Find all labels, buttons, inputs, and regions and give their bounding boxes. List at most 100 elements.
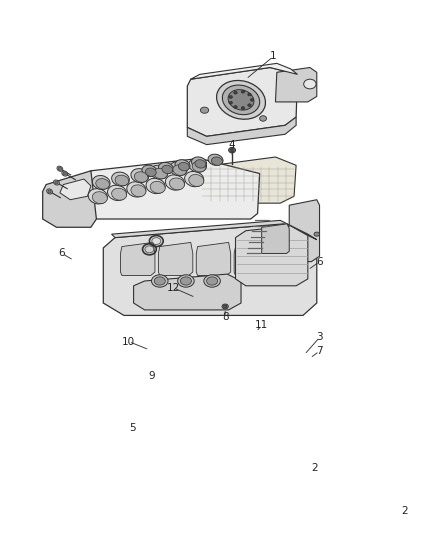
- Ellipse shape: [63, 172, 67, 175]
- Ellipse shape: [131, 185, 146, 197]
- Polygon shape: [60, 179, 91, 200]
- Ellipse shape: [154, 277, 165, 285]
- Ellipse shape: [189, 158, 206, 172]
- Polygon shape: [261, 224, 289, 253]
- Ellipse shape: [260, 116, 266, 121]
- Ellipse shape: [195, 160, 206, 168]
- Ellipse shape: [112, 172, 129, 186]
- Ellipse shape: [314, 232, 320, 236]
- Ellipse shape: [88, 189, 107, 204]
- Polygon shape: [234, 243, 268, 276]
- Ellipse shape: [230, 148, 234, 152]
- Ellipse shape: [142, 165, 157, 176]
- Ellipse shape: [229, 148, 236, 153]
- Ellipse shape: [150, 165, 168, 179]
- Text: 2: 2: [311, 463, 318, 473]
- Ellipse shape: [223, 305, 227, 308]
- Ellipse shape: [212, 157, 223, 165]
- Ellipse shape: [207, 277, 218, 285]
- Polygon shape: [88, 158, 260, 219]
- Ellipse shape: [222, 304, 228, 309]
- Ellipse shape: [228, 90, 254, 110]
- Ellipse shape: [192, 161, 206, 172]
- Ellipse shape: [145, 168, 156, 176]
- Text: 8: 8: [222, 312, 229, 322]
- Ellipse shape: [234, 106, 237, 108]
- Text: 9: 9: [148, 371, 155, 381]
- Polygon shape: [236, 226, 308, 286]
- Ellipse shape: [241, 107, 245, 109]
- Ellipse shape: [134, 172, 148, 182]
- Ellipse shape: [175, 160, 190, 171]
- Ellipse shape: [208, 154, 223, 165]
- Ellipse shape: [107, 185, 127, 200]
- Text: 11: 11: [255, 320, 268, 330]
- Ellipse shape: [152, 275, 168, 287]
- Ellipse shape: [251, 99, 254, 101]
- Ellipse shape: [115, 175, 129, 185]
- Ellipse shape: [216, 80, 265, 119]
- Text: 12: 12: [167, 283, 180, 293]
- Ellipse shape: [162, 165, 173, 174]
- Text: 2: 2: [401, 506, 407, 516]
- Polygon shape: [202, 157, 296, 203]
- Ellipse shape: [248, 104, 251, 107]
- Ellipse shape: [57, 166, 63, 171]
- Ellipse shape: [166, 175, 184, 190]
- Ellipse shape: [53, 180, 60, 185]
- Ellipse shape: [201, 107, 208, 114]
- Polygon shape: [42, 171, 96, 227]
- Polygon shape: [289, 200, 320, 262]
- Polygon shape: [191, 63, 297, 79]
- Ellipse shape: [96, 179, 110, 189]
- Ellipse shape: [173, 165, 187, 175]
- Ellipse shape: [150, 181, 165, 193]
- Ellipse shape: [248, 93, 251, 96]
- Ellipse shape: [131, 168, 148, 183]
- Ellipse shape: [229, 101, 233, 104]
- Ellipse shape: [185, 172, 204, 187]
- Ellipse shape: [146, 178, 165, 193]
- Ellipse shape: [92, 192, 107, 204]
- Polygon shape: [120, 243, 155, 276]
- Ellipse shape: [92, 175, 110, 190]
- Polygon shape: [276, 68, 317, 102]
- Ellipse shape: [223, 85, 260, 115]
- Polygon shape: [196, 243, 231, 276]
- Ellipse shape: [46, 189, 53, 194]
- Ellipse shape: [229, 95, 233, 99]
- Ellipse shape: [170, 161, 187, 176]
- Polygon shape: [187, 117, 296, 144]
- Ellipse shape: [170, 178, 184, 190]
- Ellipse shape: [234, 91, 237, 94]
- Ellipse shape: [154, 168, 167, 179]
- Polygon shape: [112, 220, 317, 240]
- Polygon shape: [134, 274, 241, 310]
- Ellipse shape: [191, 157, 206, 168]
- Ellipse shape: [204, 275, 220, 287]
- Ellipse shape: [127, 182, 146, 197]
- Text: 3: 3: [316, 333, 323, 343]
- Text: 4: 4: [229, 140, 235, 150]
- Text: 7: 7: [316, 346, 323, 356]
- Text: 5: 5: [129, 423, 135, 433]
- Ellipse shape: [48, 190, 51, 193]
- Polygon shape: [187, 68, 297, 136]
- Ellipse shape: [55, 181, 58, 184]
- Ellipse shape: [112, 188, 127, 200]
- Ellipse shape: [62, 171, 67, 176]
- Ellipse shape: [178, 275, 194, 287]
- Ellipse shape: [58, 167, 62, 170]
- Ellipse shape: [180, 277, 191, 285]
- Ellipse shape: [178, 163, 189, 171]
- Polygon shape: [159, 243, 193, 276]
- Text: 1: 1: [270, 52, 277, 61]
- Ellipse shape: [304, 79, 316, 89]
- Text: 6: 6: [59, 248, 65, 259]
- Polygon shape: [103, 224, 317, 316]
- Text: 6: 6: [316, 257, 323, 266]
- Ellipse shape: [189, 174, 204, 187]
- Text: 10: 10: [122, 336, 135, 346]
- Ellipse shape: [241, 91, 245, 93]
- Ellipse shape: [159, 163, 173, 174]
